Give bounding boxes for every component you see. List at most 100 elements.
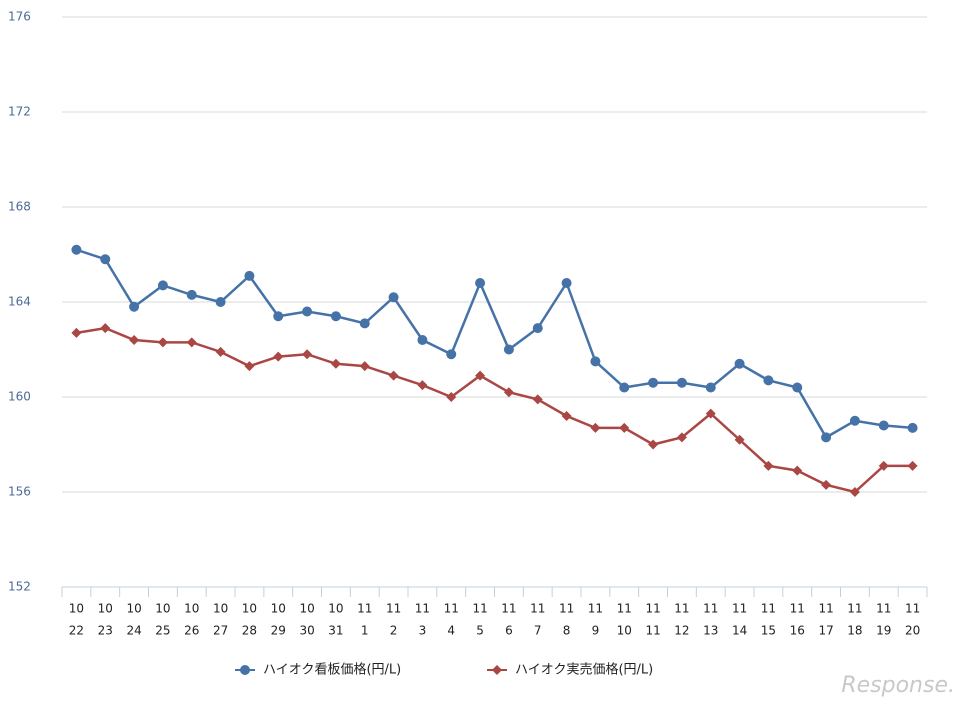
x-tick-label: 31 — [328, 624, 343, 638]
point — [157, 280, 168, 291]
x-tick-label: 6 — [505, 624, 513, 638]
x-tick-label: 17 — [818, 624, 833, 638]
x-tick-label: 27 — [213, 624, 228, 638]
point — [907, 460, 918, 471]
point — [619, 382, 630, 393]
point — [71, 327, 82, 338]
point — [590, 422, 601, 433]
point — [302, 349, 313, 360]
point — [215, 297, 226, 307]
point — [821, 479, 832, 490]
point — [244, 270, 255, 281]
x-tick-label: 11 — [415, 602, 430, 616]
point — [492, 665, 502, 675]
x-tick-label: 7 — [534, 624, 542, 638]
x-tick-label: 19 — [876, 624, 891, 638]
x-tick-label: 5 — [476, 624, 484, 638]
x-tick-label: 11 — [357, 602, 372, 616]
point — [244, 361, 255, 372]
x-tick-label: 14 — [732, 624, 747, 638]
y-tick-label: 160 — [8, 390, 31, 404]
y-tick-label: 156 — [8, 485, 31, 499]
x-tick-label: 10 — [98, 602, 113, 616]
x-tick-label: 2 — [390, 624, 398, 638]
point — [129, 335, 140, 345]
x-tick-label: 10 — [617, 624, 632, 638]
point — [100, 254, 111, 265]
point — [273, 311, 284, 322]
point — [792, 465, 803, 476]
point — [763, 460, 774, 471]
x-tick-label: 11 — [703, 602, 718, 616]
point — [330, 311, 341, 322]
point — [359, 361, 370, 372]
x-tick-label: 10 — [242, 602, 257, 616]
x-tick-label: 11 — [588, 602, 603, 616]
x-tick-label: 11 — [501, 602, 516, 616]
x-tick-label: 23 — [98, 624, 113, 638]
x-tick-label: 10 — [155, 602, 170, 616]
x-tick-label: 10 — [126, 602, 141, 616]
x-tick-label: 11 — [530, 602, 545, 616]
x-tick-label: 11 — [386, 602, 401, 616]
x-tick-label: 10 — [69, 602, 84, 616]
x-tick-label: 10 — [213, 602, 228, 616]
x-tick-label: 1 — [361, 624, 369, 638]
point — [532, 394, 543, 405]
x-tick-label: 11 — [559, 602, 574, 616]
point — [417, 380, 428, 391]
point — [734, 358, 745, 369]
point — [215, 346, 226, 357]
point — [849, 415, 860, 426]
x-tick-label: 11 — [761, 602, 776, 616]
legend-label: ハイオク実売価格(円/L) — [515, 662, 653, 678]
point — [446, 349, 457, 360]
point — [878, 460, 889, 471]
x-tick-label: 22 — [69, 624, 84, 638]
x-tick-label: 25 — [155, 624, 170, 638]
point — [129, 301, 140, 312]
y-tick-label: 172 — [8, 105, 31, 119]
x-tick-label: 11 — [732, 602, 747, 616]
legend-label: ハイオク看板価格(円/L) — [263, 662, 401, 678]
x-tick-label: 12 — [674, 624, 689, 638]
x-tick-label: 9 — [592, 624, 600, 638]
point — [330, 358, 341, 369]
point — [821, 432, 832, 443]
x-tick-label: 24 — [126, 624, 141, 638]
point — [240, 665, 250, 675]
y-tick-label: 164 — [8, 295, 31, 309]
point — [561, 411, 572, 421]
x-tick-label: 20 — [905, 624, 920, 638]
point — [590, 356, 601, 367]
x-tick-label: 11 — [876, 602, 891, 616]
x-tick-label: 11 — [905, 602, 920, 616]
point — [475, 278, 486, 288]
point — [503, 387, 514, 398]
x-tick-label: 3 — [419, 624, 427, 638]
point — [359, 318, 370, 329]
point — [705, 382, 716, 393]
point — [734, 434, 745, 445]
x-tick-label: 18 — [847, 624, 862, 638]
x-tick-label: 11 — [847, 602, 862, 616]
x-tick-label: 10 — [328, 602, 343, 616]
y-tick-label: 168 — [8, 200, 31, 214]
x-tick-label: 16 — [790, 624, 805, 638]
x-tick-label: 11 — [645, 624, 660, 638]
point — [417, 335, 428, 345]
point — [503, 344, 514, 355]
point — [676, 377, 687, 388]
x-tick-label: 10 — [299, 602, 314, 616]
point — [186, 289, 197, 300]
x-tick-label: 11 — [818, 602, 833, 616]
point — [475, 370, 486, 381]
point — [446, 392, 457, 402]
point — [676, 432, 687, 443]
point — [792, 382, 803, 393]
x-tick-label: 10 — [271, 602, 286, 616]
point — [878, 420, 889, 431]
x-tick-label: 10 — [184, 602, 199, 616]
x-tick-label: 11 — [444, 602, 459, 616]
